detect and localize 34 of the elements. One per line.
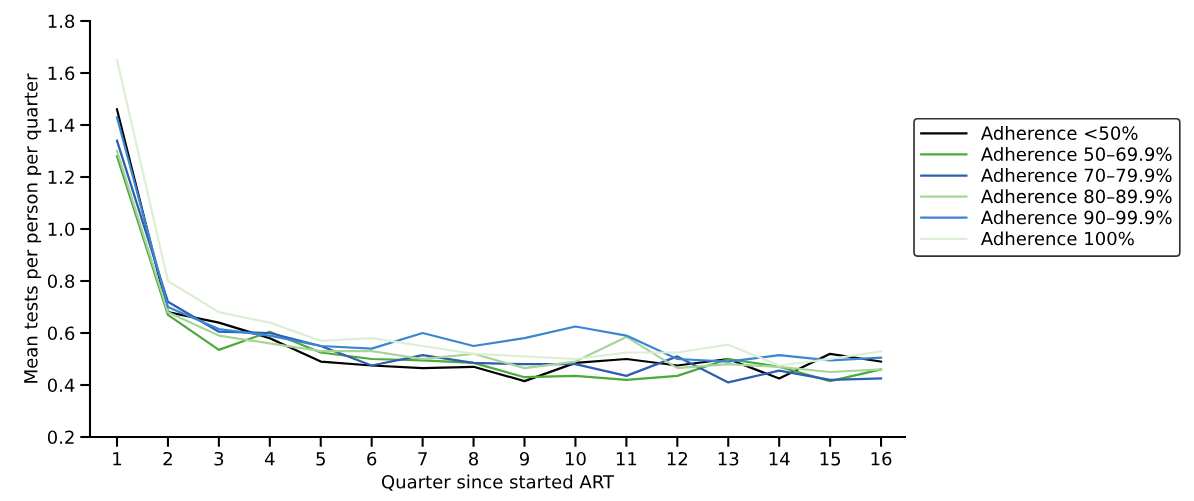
x-axis-title: Quarter since started ART (381, 474, 615, 491)
x-tick-label: 11 (616, 452, 637, 466)
x-tick-label: 7 (418, 452, 427, 466)
x-tick-label: 6 (367, 451, 377, 466)
legend-label: Adherence 100% (980, 231, 1134, 246)
x-tick-label: 10 (565, 451, 586, 466)
x-tick-label: 2 (163, 451, 172, 466)
y-tick-label: 1.4 (48, 118, 75, 132)
y-tick-label: 0.6 (47, 326, 75, 341)
legend-label: Adherence <50% (980, 125, 1138, 140)
y-tick-label: 1.8 (48, 14, 75, 29)
x-tick-label: 3 (214, 451, 224, 466)
legend-label: Adherence 50–69.9% (980, 147, 1172, 162)
legend-label: Adherence 80–89.9% (980, 189, 1172, 204)
line-series (115, 58, 883, 367)
x-tick-label: 13 (718, 451, 739, 466)
y-axis-title: Mean tests per person per quarter (24, 73, 42, 383)
y-tick-label: 0.8 (47, 274, 75, 289)
y-tick-label: 0.2 (47, 430, 74, 445)
y-tick-label: 0.4 (47, 378, 75, 393)
y-tick-label: 1.0 (48, 222, 75, 237)
x-tick-label: 16 (871, 451, 892, 466)
x-tick-label: 1 (113, 452, 122, 466)
y-tick-label: 1.2 (48, 170, 74, 184)
x-tick-label: 4 (264, 452, 275, 466)
y-tick-label: 1.6 (48, 66, 75, 81)
x-tick-label: 9 (519, 451, 529, 466)
x-tick-label: 12 (667, 451, 687, 466)
legend-label: Adherence 70–79.9% (980, 168, 1172, 183)
legend-label: Adherence 90–99.9% (980, 210, 1172, 225)
x-tick-label: 14 (769, 452, 790, 466)
x-tick-label: 5 (316, 452, 325, 466)
x-tick-label: 15 (820, 452, 841, 466)
x-tick-label: 8 (469, 451, 479, 466)
